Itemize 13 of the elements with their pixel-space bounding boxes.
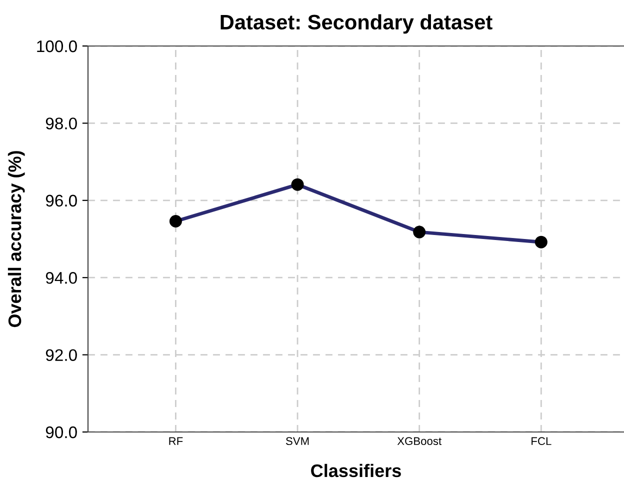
- x-tick-label: SVM: [286, 437, 309, 446]
- x-tick-label: FCL: [532, 437, 552, 446]
- y-tick-label: 98.0: [46, 118, 77, 130]
- x-axis-title: Classifiers: [311, 464, 401, 478]
- y-axis-title: Overall accuracy (%): [8, 151, 25, 328]
- y-tick-label: 96.0: [46, 194, 77, 207]
- y-tick-label: 94.0: [46, 272, 77, 284]
- y-tick-label: 92.0: [46, 349, 77, 362]
- x-tick-label: XGBoost: [397, 437, 442, 446]
- chart-title: Dataset: Secondary dataset: [220, 14, 492, 34]
- y-tick-label: 90.0: [46, 426, 77, 438]
- y-tick-label: 100.0: [37, 40, 77, 52]
- x-tick-label: RF: [169, 437, 183, 445]
